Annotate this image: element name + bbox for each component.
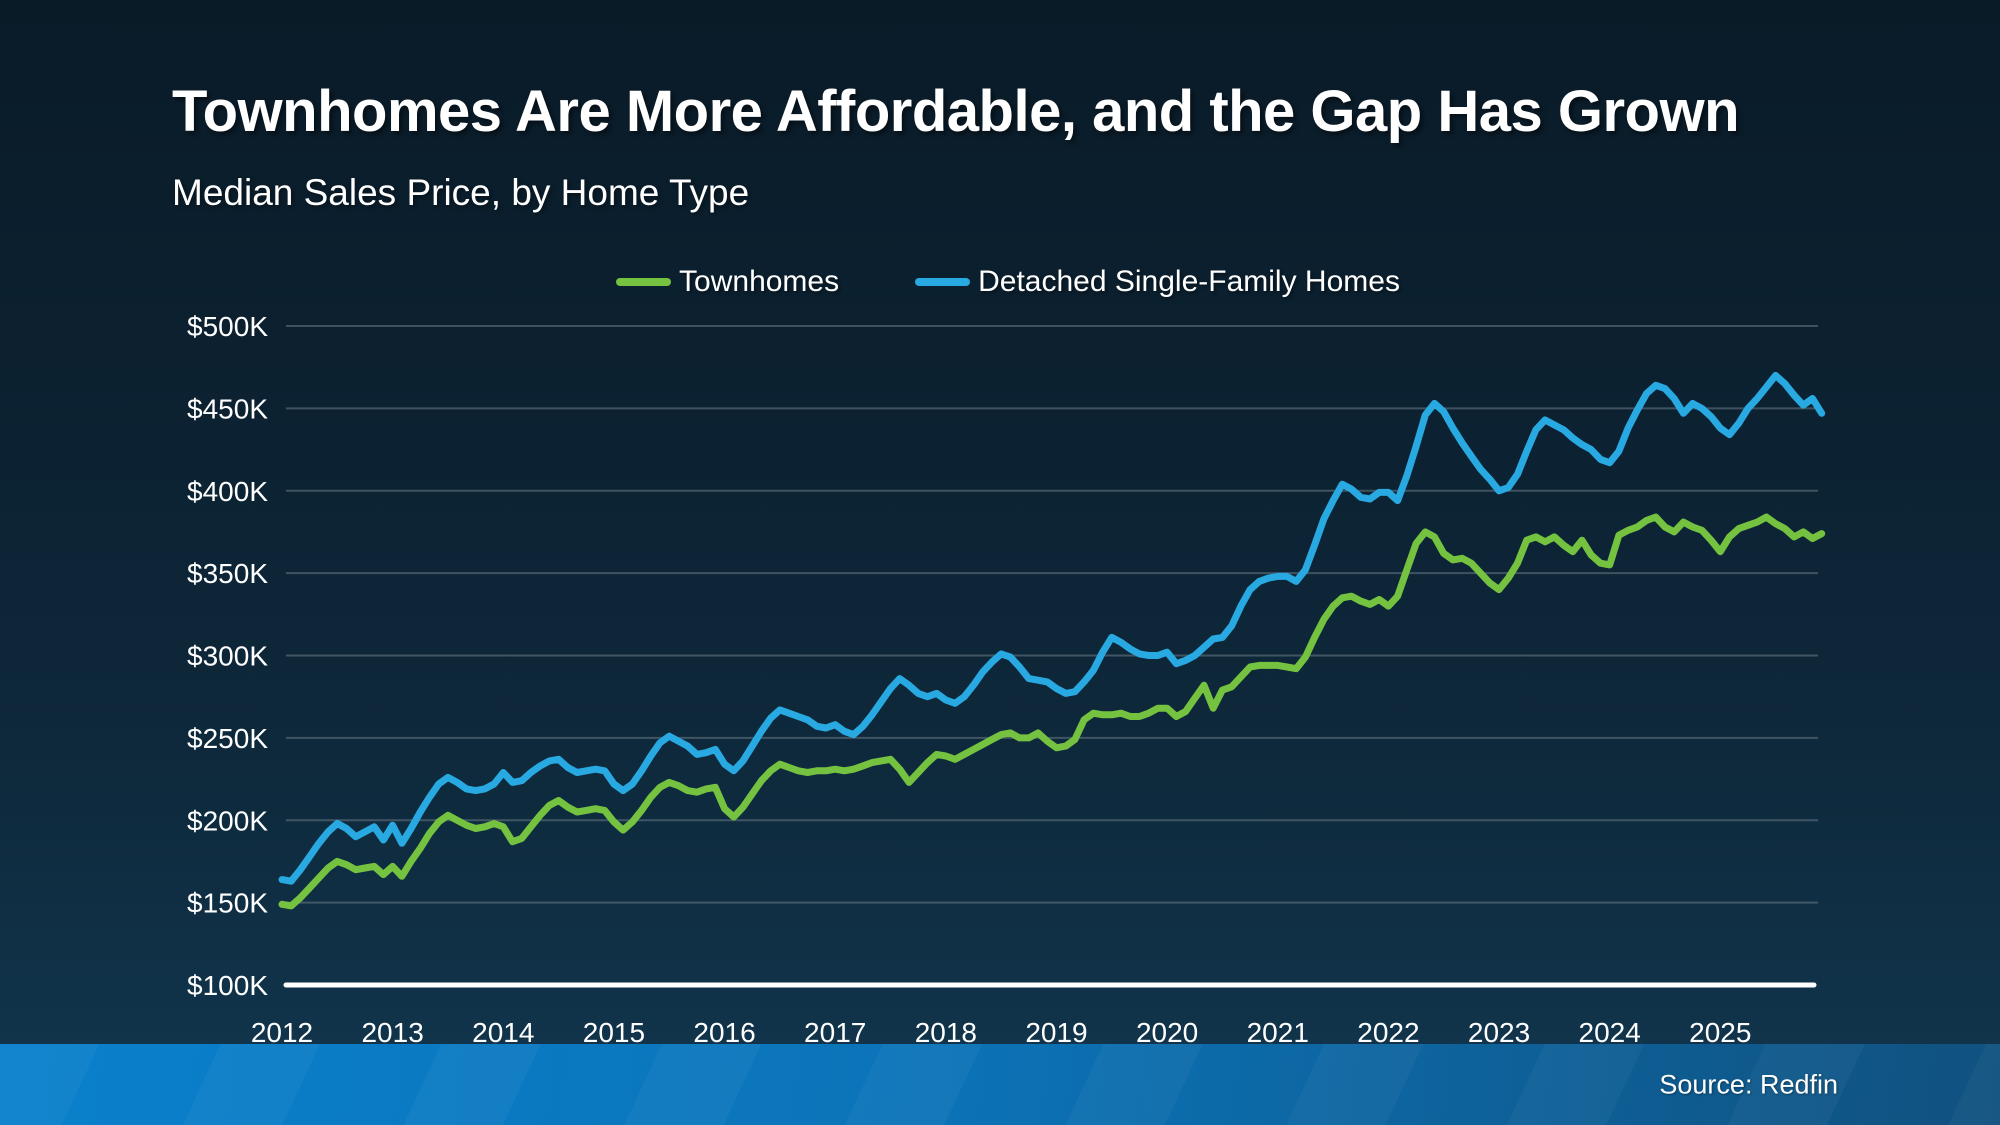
y-tick-label: $100K [187,970,268,1001]
chart-subtitle: Median Sales Price, by Home Type [172,172,750,213]
x-tick-label: 2021 [1247,1017,1309,1048]
legend-item-townhomes: Townhomes [616,265,839,299]
x-tick-label: 2015 [583,1017,645,1048]
y-tick-label: $500K [187,311,268,342]
legend-swatch-icon [915,278,971,286]
x-tick-label: 2014 [472,1017,534,1048]
y-tick-label: $250K [187,723,268,754]
y-tick-label: $350K [187,558,268,589]
x-tick-label: 2012 [251,1017,313,1048]
legend-item-detached-single-family-homes: Detached Single-Family Homes [915,265,1400,299]
x-tick-label: 2022 [1357,1017,1419,1048]
chart-legend: Townhomes Detached Single-Family Homes [288,262,1728,302]
x-tick-label: 2018 [915,1017,977,1048]
y-tick-label: $150K [187,888,268,919]
townhomes-line [278,513,1826,910]
x-tick-label: 2020 [1136,1017,1198,1048]
y-tick-label: $400K [187,476,268,507]
x-tick-label: 2023 [1468,1017,1530,1048]
y-tick-label: $450K [187,393,268,424]
legend-swatch-icon [616,278,672,286]
legend-label: Detached Single-Family Homes [978,265,1400,298]
x-tick-label: 2016 [693,1017,755,1048]
y-tick-label: $300K [187,641,268,672]
source-credit: Source: Redfin [1659,1069,1838,1099]
legend-label: Townhomes [679,265,840,298]
x-tick-label: 2024 [1579,1017,1641,1048]
x-tick-label: 2025 [1689,1017,1751,1048]
x-tick-label: 2013 [361,1017,423,1048]
page-title: Townhomes Are More Affordable, and the G… [172,79,1740,144]
y-tick-label: $200K [187,805,268,836]
x-tick-label: 2017 [804,1017,866,1048]
footer-bar: Source: Redfin [0,1044,2000,1125]
detached-single-family-homes-line [278,371,1826,885]
x-tick-label: 2019 [1025,1017,1087,1048]
